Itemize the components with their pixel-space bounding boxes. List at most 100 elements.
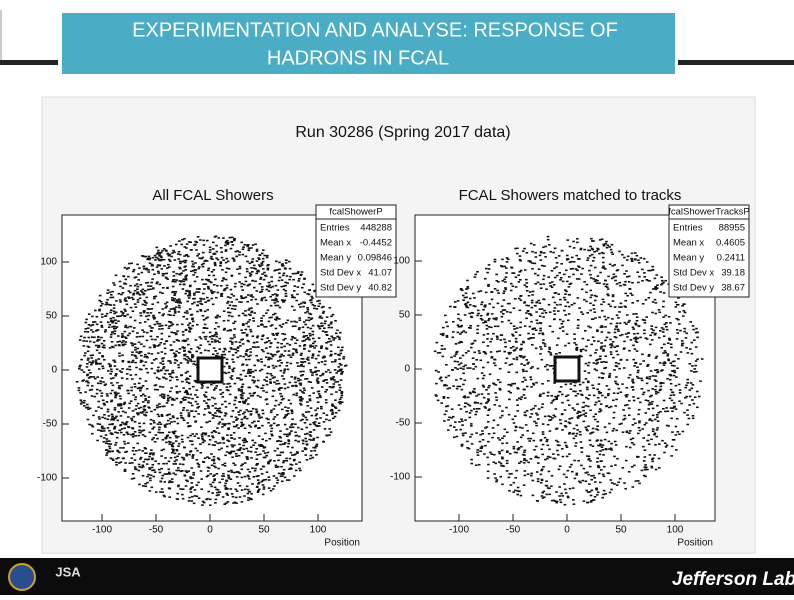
shower-hit	[209, 336, 212, 338]
shower-hit	[245, 456, 248, 458]
shower-hit	[670, 418, 673, 420]
shower-hit	[186, 472, 189, 474]
shower-hit	[623, 257, 626, 259]
shower-hit	[173, 315, 176, 317]
shower-hit	[153, 298, 156, 300]
shower-hit	[209, 484, 212, 486]
shower-hit	[592, 428, 595, 430]
shower-hit	[650, 325, 653, 327]
shower-hit	[175, 459, 178, 461]
x-tick-label: -50	[149, 525, 164, 536]
shower-hit	[461, 420, 464, 422]
shower-hit	[290, 339, 293, 341]
shower-hit	[96, 350, 99, 352]
shower-hit	[563, 274, 566, 276]
shower-hit	[181, 439, 184, 441]
shower-hit	[91, 389, 94, 391]
shower-hit	[549, 416, 552, 418]
shower-hit	[675, 449, 678, 451]
shower-hit	[166, 435, 169, 437]
shower-hit	[157, 371, 160, 373]
shower-hit	[262, 494, 265, 496]
shower-hit	[257, 380, 260, 382]
shower-hit	[475, 366, 478, 368]
shower-hit	[141, 329, 144, 331]
shower-hit	[269, 382, 272, 384]
shower-hit	[247, 403, 250, 405]
shower-hit	[103, 340, 106, 342]
shower-hit	[273, 485, 276, 487]
shower-hit	[127, 390, 130, 392]
shower-hit	[542, 339, 545, 341]
shower-hit	[449, 306, 452, 308]
shower-hit	[286, 460, 289, 462]
shower-hit	[597, 465, 600, 467]
shower-hit	[594, 481, 597, 483]
shower-hit	[484, 306, 487, 308]
shower-hit	[330, 394, 333, 396]
shower-hit	[102, 368, 105, 370]
shower-hit	[638, 326, 641, 328]
shower-hit	[669, 362, 672, 364]
shower-hit	[185, 275, 188, 277]
shower-hit	[197, 413, 200, 415]
shower-hit	[590, 432, 593, 434]
shower-hit	[271, 333, 274, 335]
shower-hit	[170, 421, 173, 423]
shower-hit	[122, 344, 125, 346]
shower-hit	[631, 282, 634, 284]
stats-label: Mean y	[320, 253, 351, 264]
shower-hit	[147, 402, 150, 404]
shower-hit	[195, 291, 198, 293]
shower-hit	[641, 470, 644, 472]
shower-hit	[120, 415, 123, 417]
shower-hit	[277, 342, 280, 344]
shower-hit	[197, 346, 200, 348]
shower-hit	[659, 362, 662, 364]
shower-hit	[523, 248, 526, 250]
shower-hit	[188, 388, 191, 390]
shower-hit	[330, 323, 333, 325]
shower-hit	[171, 404, 174, 406]
shower-hit	[225, 373, 228, 375]
shower-hit	[500, 339, 503, 341]
shower-hit	[602, 257, 605, 259]
shower-hit	[315, 454, 318, 456]
shower-hit	[460, 378, 463, 380]
shower-hit	[236, 268, 239, 270]
shower-hit	[633, 365, 636, 367]
shower-hit	[203, 440, 206, 442]
shower-hit	[566, 255, 569, 257]
shower-hit	[262, 484, 265, 486]
shower-hit	[692, 325, 695, 327]
shower-hit	[613, 417, 616, 419]
shower-hit	[164, 353, 167, 355]
shower-hit	[142, 336, 145, 338]
shower-hit	[184, 475, 187, 477]
shower-hit	[330, 336, 333, 338]
shower-hit	[555, 491, 558, 493]
shower-hit	[243, 448, 246, 450]
shower-hit	[636, 341, 639, 343]
shower-hit	[290, 403, 293, 405]
shower-hit	[590, 500, 593, 502]
shower-hit	[182, 334, 185, 336]
shower-hit	[642, 360, 645, 362]
shower-hit	[146, 332, 149, 334]
shower-hit	[526, 410, 529, 412]
shower-hit	[652, 428, 655, 430]
shower-hit	[273, 460, 276, 462]
shower-hit	[265, 455, 268, 457]
shower-hit	[284, 406, 287, 408]
shower-hit	[478, 352, 481, 354]
shower-hit	[477, 402, 480, 404]
shower-hit	[689, 348, 692, 350]
shower-hit	[622, 409, 625, 411]
shower-hit	[142, 385, 145, 387]
shower-hit	[216, 353, 219, 355]
shower-hit	[685, 385, 688, 387]
shower-hit	[614, 464, 617, 466]
shower-hit	[648, 404, 651, 406]
shower-hit	[187, 324, 190, 326]
shower-hit	[114, 365, 117, 367]
